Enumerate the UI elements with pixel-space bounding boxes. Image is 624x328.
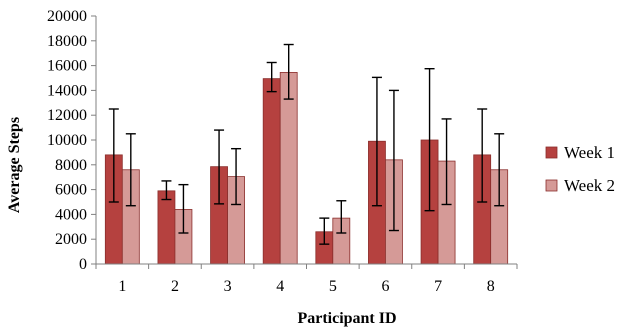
bars [105, 72, 507, 264]
y-tick-label: 0 [79, 256, 87, 273]
y-axis-ticks: 0 2000 4000 6000 8000 10000 12000 14000 16000 180… [47, 8, 96, 273]
legend-label: Week 1 [564, 143, 615, 162]
y-tick-label: 8000 [55, 157, 87, 174]
y-tick-label: 4000 [55, 206, 87, 223]
y-tick-label: 10000 [47, 132, 87, 149]
legend-label: Week 2 [564, 176, 615, 195]
y-tick-label: 14000 [47, 82, 87, 99]
x-tick-label: 7 [434, 278, 442, 295]
y-tick-label: 2000 [55, 231, 87, 248]
y-tick-label: 12000 [47, 107, 87, 124]
x-axis-title: Participant ID [297, 310, 396, 327]
x-tick-label: 2 [171, 278, 179, 295]
legend-swatch [546, 180, 557, 191]
x-tick-label: 6 [381, 278, 389, 295]
x-tick-label: 5 [329, 278, 337, 295]
bar-week-2 [280, 72, 297, 264]
x-tick-label: 4 [276, 278, 284, 295]
y-axis-title: Average Steps [6, 117, 23, 213]
x-tick-label: 8 [487, 278, 495, 295]
x-tick-label: 1 [118, 278, 126, 295]
y-tick-label: 16000 [47, 58, 87, 75]
x-tick-label: 3 [224, 278, 232, 295]
y-tick-label: 20000 [47, 8, 87, 25]
legend-swatch [546, 147, 557, 158]
x-axis-ticks: 1 2 3 4 5 6 7 8 [96, 264, 517, 295]
bar-week-1 [158, 191, 175, 264]
y-tick-label: 6000 [55, 182, 87, 199]
y-tick-label: 18000 [47, 33, 87, 50]
bar-week-1 [263, 79, 280, 264]
legend: Week 1 Week 2 [546, 143, 615, 195]
